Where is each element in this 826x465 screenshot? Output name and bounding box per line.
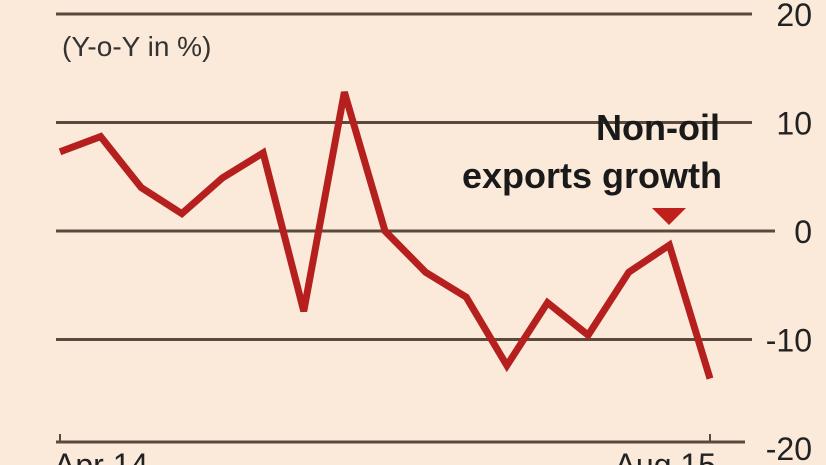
x-axis: Apr 14 Aug 15 [54, 434, 745, 465]
annotation-line-1: Non-oil [596, 107, 720, 148]
y-tick-label: -20 [766, 431, 812, 465]
y-tick-label: 20 [776, 0, 812, 33]
y-tick-label: 0 [794, 214, 812, 250]
y-tick-label: 10 [776, 106, 812, 142]
annotation-pointer-icon [652, 208, 686, 225]
annotation-line-2: exports growth [462, 155, 722, 196]
unit-label: (Y-o-Y in %) [62, 31, 211, 62]
x-tick-label: Aug 15 [615, 447, 716, 465]
series-line [58, 91, 714, 380]
x-tick-label: Apr 14 [54, 447, 148, 465]
y-tick-label: -10 [766, 323, 812, 359]
y-axis-ticks: 20 10 0 -10 -20 [766, 0, 812, 465]
gridlines [56, 12, 775, 341]
